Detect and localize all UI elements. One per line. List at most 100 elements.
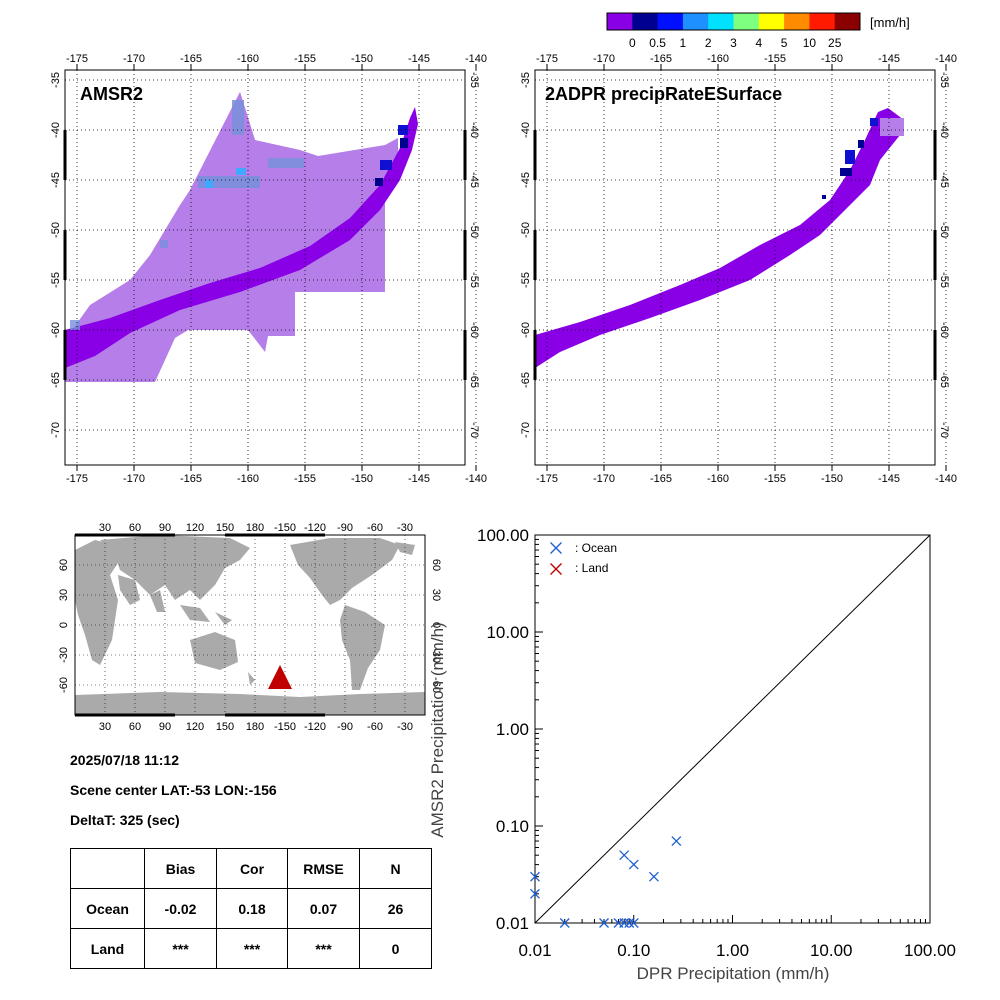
amsr2-panel: -175 -175 -170 -170 -165 -165 -160 -160 -155 -155… [50, 53, 487, 485]
scatter-x-label: DPR Precipitation (mm/h) [637, 964, 830, 983]
colorbar-tick-label: 25 [828, 36, 842, 50]
colorbar-tick-label: 4 [755, 36, 762, 50]
colorbar-swatch [733, 13, 760, 30]
scatter-point [671, 836, 682, 846]
world-lon-tick-label: -90 [337, 522, 353, 534]
lat-tick-label: -65 [468, 372, 480, 388]
scatter-point [619, 850, 630, 861]
stats-cell: *** [287, 928, 360, 969]
lat-tick-label: -50 [50, 222, 62, 238]
lon-tick-label: -145 [878, 53, 900, 65]
colorbar-tick-label: 3 [730, 36, 737, 50]
world-lon-tick-label: 180 [246, 522, 264, 534]
scatter-point [530, 871, 540, 882]
scene-center: Scene center LAT:-53 LON:-156 [70, 782, 277, 798]
colorbar-swatch [784, 13, 810, 30]
colorbar-tick-label: 0 [629, 36, 636, 50]
x-tick-label: 100.00 [904, 941, 956, 960]
scene-deltat: DeltaT: 325 (sec) [70, 812, 180, 828]
stats-header-cell: N [359, 848, 432, 889]
lat-tick-label: -70 [938, 422, 950, 438]
lon-tick-label: -140 [465, 473, 487, 485]
world-lat-tick-label: 0 [430, 622, 442, 628]
y-tick-label: 10.00 [486, 623, 529, 642]
legend-ocean [550, 542, 562, 554]
stats-table: Bias Cor RMSE N Ocean -0.02 0.18 0.07 26… [70, 848, 432, 969]
lat-tick-label: -40 [938, 122, 950, 138]
legend-ocean-label: : Ocean [575, 541, 617, 555]
x-tick-label: 0.10 [617, 941, 650, 960]
lat-tick-label: -50 [520, 222, 532, 238]
stats-header-cell [70, 848, 145, 889]
lat-tick-label: -65 [520, 372, 532, 388]
colorbar-swatch [607, 13, 633, 30]
world-lat-tick-label: -30 [430, 647, 442, 663]
y-tick-label: 0.01 [496, 914, 529, 933]
amsr2-gridlines [63, 64, 477, 471]
colorbar: 0 0.5 1 2 3 4 5 10 25 [mm/h] [606, 12, 910, 50]
world-lon-tick-label: 150 [216, 721, 234, 733]
colorbar-swatch [632, 13, 659, 30]
lon-tick-label: -175 [66, 53, 88, 65]
world-lon-tick-label: 120 [186, 522, 204, 534]
colorbar-swatch [708, 13, 734, 30]
world-lat-tick-label: -60 [430, 677, 442, 693]
colorbar-tick-label: 1 [680, 36, 687, 50]
world-lon-tick-label: -60 [367, 721, 383, 733]
world-lon-tick-label: 150 [216, 522, 234, 534]
one-to-one-line [534, 534, 931, 924]
lat-tick-label: -55 [938, 272, 950, 288]
scene-location-marker [268, 665, 292, 689]
lat-tick-label: -35 [50, 72, 62, 88]
lat-tick-label: -45 [50, 172, 62, 188]
lon-tick-label: -140 [465, 53, 487, 65]
lat-tick-label: -70 [520, 422, 532, 438]
scatter-plot: 0.01 0.01 0.10 0.10 1.00 1.00 10.00 10.00 100.00… [428, 526, 956, 983]
stats-header-cell: RMSE [287, 848, 360, 889]
colorbar-tick-label: 5 [781, 36, 788, 50]
world-lon-tick-label: 30 [99, 522, 111, 534]
world-lon-tick-label: -120 [304, 721, 326, 733]
lat-tick-label: -35 [520, 72, 532, 88]
lon-tick-label: -170 [593, 53, 615, 65]
lon-tick-label: -150 [351, 473, 373, 485]
lon-tick-label: -175 [66, 473, 88, 485]
lat-tick-label: -70 [50, 422, 62, 438]
lat-tick-label: -45 [468, 172, 480, 188]
stats-cell: 0 [359, 928, 432, 969]
world-lon-tick-label: -60 [367, 522, 383, 534]
scatter-point [628, 859, 639, 870]
lat-tick-label: -60 [938, 322, 950, 338]
lon-tick-label: -175 [536, 53, 558, 65]
amsr2-swath [65, 92, 418, 382]
amsr2-title: AMSR2 [80, 84, 143, 104]
colorbar-swatch [758, 13, 785, 30]
lon-tick-label: -165 [180, 473, 202, 485]
world-lon-tick-label: -30 [397, 721, 413, 733]
world-lat-tick-label: 0 [58, 622, 70, 628]
scatter-point [619, 918, 630, 928]
world-lon-tick-label: -120 [304, 522, 326, 534]
lat-tick-label: -45 [520, 172, 532, 188]
scatter-point [628, 918, 639, 928]
lon-tick-label: -150 [821, 53, 843, 65]
stats-cell: Land [70, 928, 145, 969]
lat-tick-label: -65 [938, 372, 950, 388]
lon-tick-label: -155 [294, 53, 316, 65]
world-lon-tick-label: 60 [129, 721, 141, 733]
lon-tick-label: -160 [237, 473, 259, 485]
world-lat-tick-label: 30 [58, 589, 70, 601]
colorbar-tick-label: 10 [803, 36, 817, 50]
scatter-legend: : Ocean : Land [550, 541, 617, 575]
colorbar-swatch [834, 13, 861, 30]
stats-row-land: Land *** *** *** 0 [70, 928, 432, 969]
world-lon-tick-label: 60 [129, 522, 141, 534]
lat-tick-label: -35 [938, 72, 950, 88]
x-tick-label: 1.00 [716, 941, 749, 960]
world-lon-tick-label: -30 [397, 522, 413, 534]
world-lat-tick-label: 60 [430, 559, 442, 571]
y-tick-label: 100.00 [477, 526, 529, 545]
lat-tick-label: -35 [468, 72, 480, 88]
lon-tick-label: -150 [821, 473, 843, 485]
